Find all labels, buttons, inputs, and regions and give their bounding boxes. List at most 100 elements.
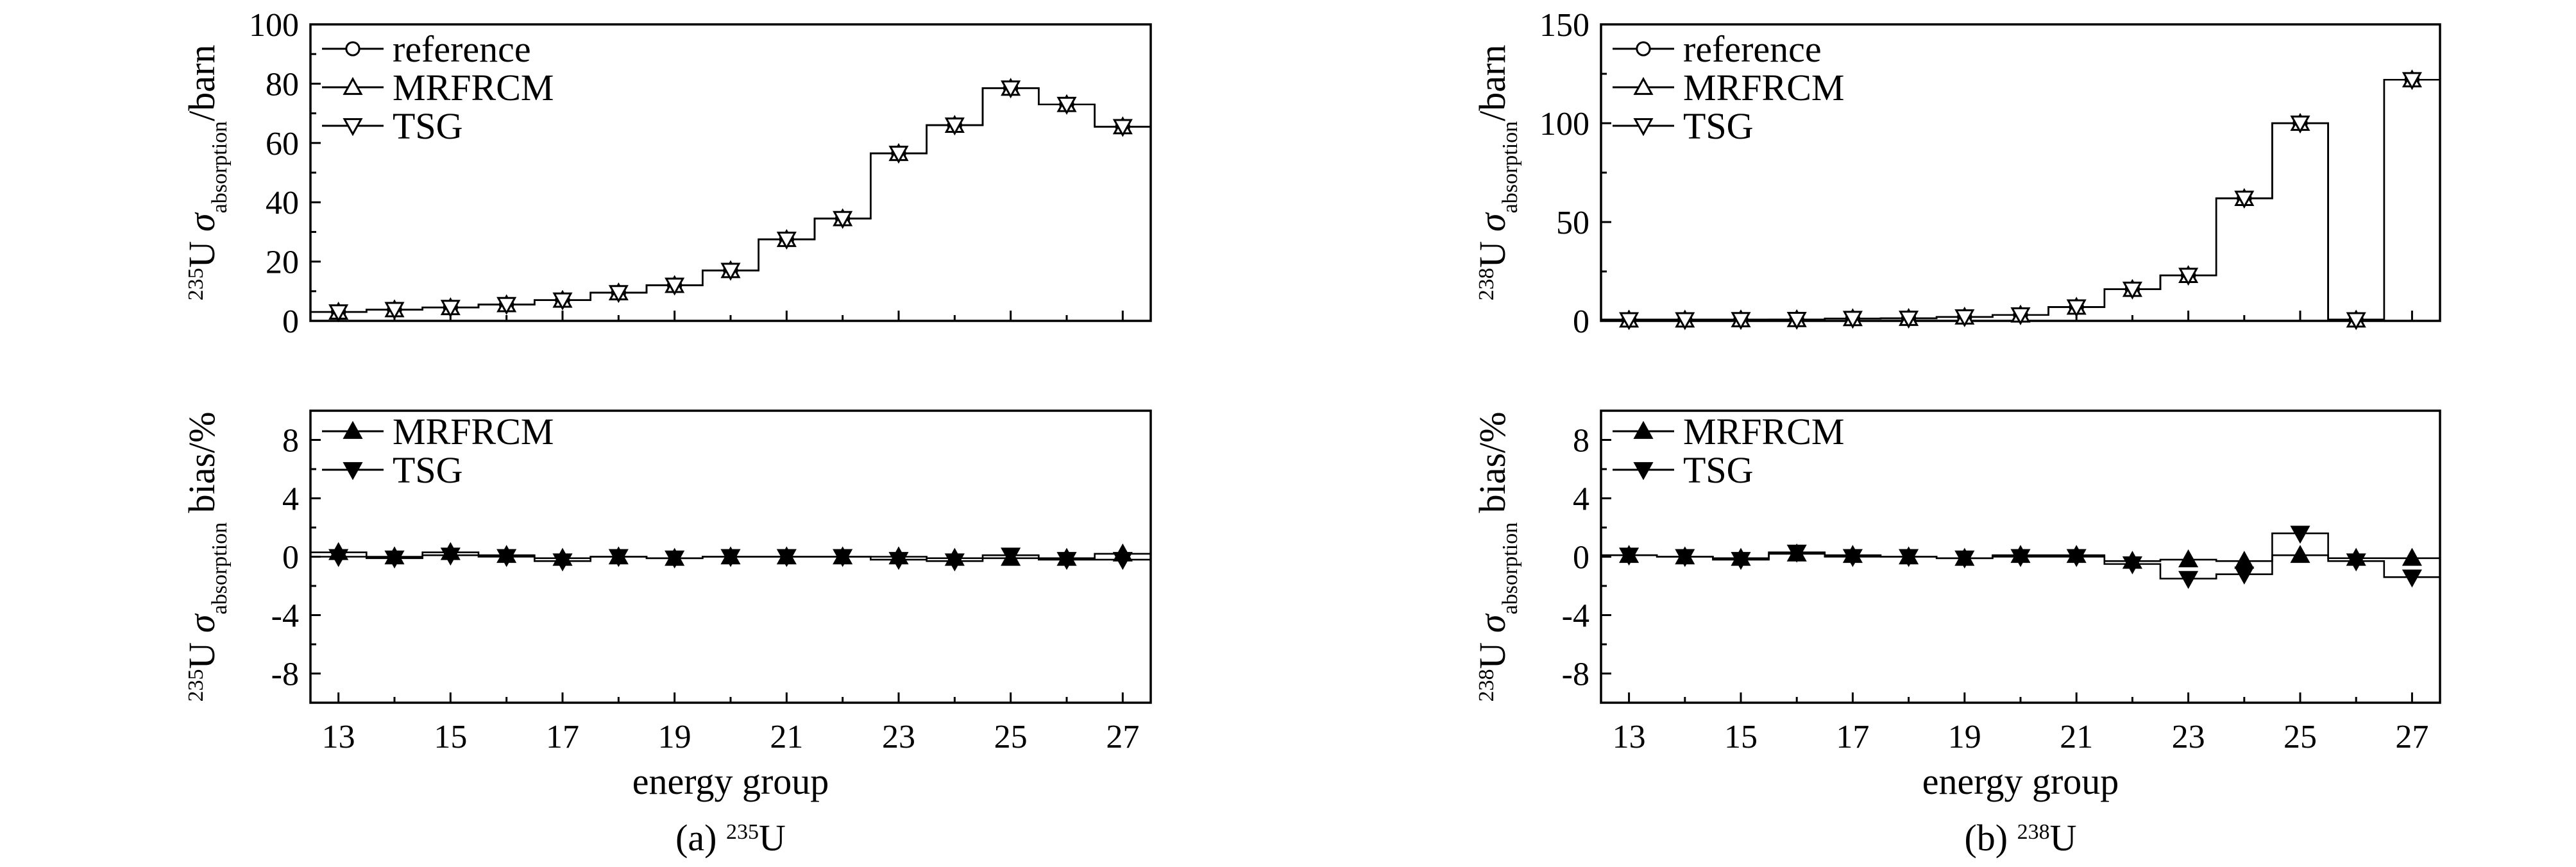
data-point [328, 549, 349, 567]
legend-marker [345, 41, 360, 56]
y-label-sup: 238 [1475, 669, 1498, 701]
data-point [2290, 545, 2310, 563]
legend-entry: TSG [1683, 449, 1754, 491]
caption-prefix: (a) [675, 817, 726, 859]
data-point [328, 304, 349, 323]
data-point [833, 549, 853, 567]
data-point [1675, 312, 1695, 330]
data-point [2066, 299, 2087, 318]
y-label-sym: σ [181, 212, 223, 232]
data-point [2066, 549, 2087, 567]
data-point [2290, 526, 2310, 544]
data-point [665, 550, 685, 569]
y-label-nuc: U [181, 633, 223, 669]
data-point [2402, 569, 2422, 588]
y-tick-label: 4 [1573, 481, 1589, 518]
data-point [1001, 80, 1021, 99]
data-point [2234, 191, 2255, 209]
data-point [1899, 311, 1919, 329]
y-tick-label: 100 [249, 7, 299, 44]
data-point [1112, 552, 1133, 571]
y-label-nuc: U [1471, 232, 1513, 268]
x-tick-label: 21 [2060, 719, 2093, 755]
data-point [2122, 556, 2142, 574]
figure-caption: (a) 235U [675, 817, 786, 859]
y-axis-label: 235U σabsorption bias/% [181, 412, 232, 702]
data-point [2178, 571, 2199, 589]
legend-entry: TSG [393, 449, 463, 491]
legend-marker [343, 420, 363, 439]
y-tick-label: 60 [266, 126, 299, 162]
x-tick-label: 23 [882, 719, 915, 755]
data-point [496, 296, 517, 315]
caption-sup: 235 [726, 820, 759, 844]
x-tick-label: 15 [1724, 719, 1758, 755]
data-point [1954, 309, 1975, 327]
y-tick-label: 0 [1573, 540, 1589, 576]
x-tick-label: 25 [994, 719, 1028, 755]
x-tick-label: 15 [434, 719, 467, 755]
data-point [440, 300, 461, 318]
y-label-nuc: U [181, 232, 223, 268]
x-tick-label: 23 [2172, 719, 2205, 755]
y-label-sub: absorption [1498, 522, 1522, 615]
data-point [888, 552, 909, 571]
y-label-suffix: bias/% [1471, 412, 1513, 522]
data-point [2178, 549, 2199, 567]
data-point [2234, 566, 2255, 585]
legend-marker [343, 76, 363, 95]
x-axis-label: energy group [1922, 760, 2119, 802]
y-tick-label: 150 [1539, 7, 1589, 44]
legend-marker [1633, 420, 1654, 439]
data-point [552, 292, 573, 311]
data-point [2290, 116, 2310, 134]
data-point [1056, 552, 1077, 571]
data-point [1001, 547, 1021, 566]
y-label-sub: absorption [208, 121, 232, 214]
y-label-suffix: /barn [1471, 45, 1513, 121]
x-tick-label: 27 [2395, 719, 2428, 755]
x-tick-label: 13 [1613, 719, 1646, 755]
series-tsg [310, 80, 1151, 323]
x-tick-label: 19 [658, 719, 691, 755]
x-tick-label: 17 [546, 719, 579, 755]
y-tick-label: 50 [1556, 205, 1589, 241]
y-tick-label: -4 [1562, 598, 1589, 635]
data-point [2402, 72, 2422, 90]
data-point [1619, 312, 1640, 330]
data-point [1786, 544, 1807, 563]
data-point [608, 549, 629, 567]
y-label-sup: 235 [184, 669, 208, 701]
top-panel: 0 20 40 60 80 100 235U σabsorption/barn referen… [181, 7, 1152, 340]
legend-marker [1633, 76, 1654, 95]
y-tick-label: -4 [271, 598, 299, 635]
top-panel: 0 50 100 150 238U σabsorption/barn referenceM… [1471, 7, 2441, 340]
series-tsg [1601, 72, 2440, 330]
data-point [720, 262, 741, 281]
x-tick-label: 13 [322, 719, 355, 755]
data-point [1619, 547, 1640, 566]
y-label-nuc: U [1471, 633, 1513, 669]
data-point [888, 146, 909, 164]
y-tick-label: 0 [1573, 304, 1589, 340]
data-point [1112, 119, 1133, 137]
series-tsg [1601, 526, 2440, 589]
y-label-suffix: /barn [181, 45, 223, 121]
data-point [944, 553, 965, 572]
data-point [2346, 553, 2366, 572]
y-tick-label: 80 [266, 66, 299, 103]
legend-entry: MRFRCM [1683, 67, 1844, 108]
data-point [1954, 550, 1975, 569]
y-label-sub: absorption [1498, 121, 1522, 214]
data-point [1675, 549, 1695, 567]
legend-entry: TSG [393, 105, 463, 147]
data-point [2178, 268, 2199, 286]
y-tick-label: 40 [266, 185, 299, 221]
y-tick-label: 8 [1573, 423, 1589, 459]
y-label-sym: σ [1471, 613, 1513, 633]
series-step-line [310, 554, 1151, 562]
